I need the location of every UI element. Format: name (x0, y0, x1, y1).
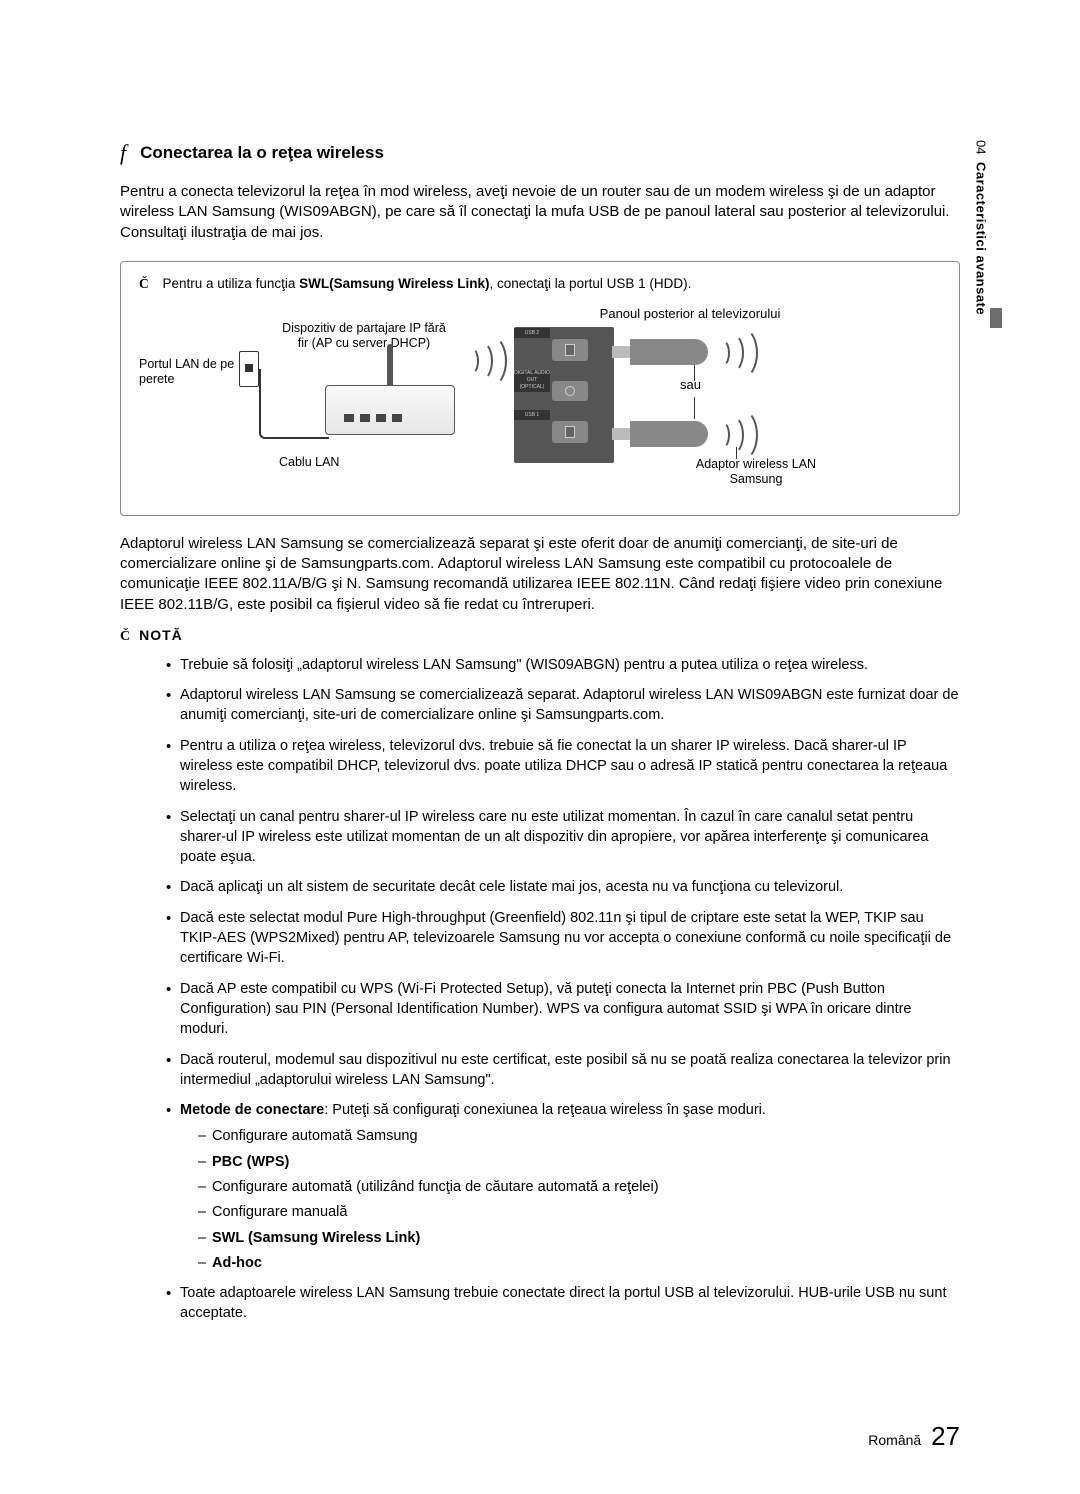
or-label: sau (680, 377, 701, 392)
optical-port-icon: DIGITAL AUDIO OUT (OPTICAL) (552, 381, 588, 401)
lan-cable-icon (259, 369, 329, 439)
footer-language: Română (868, 1432, 921, 1448)
ip-share-label: Dispozitiv de partajare IP fără fir (AP … (279, 321, 449, 351)
note-icon: Č (139, 276, 149, 291)
lan-cable-label: Cablu LAN (279, 455, 339, 469)
usb2-port-label: USB 2 (514, 328, 550, 338)
diagram-row: Portul LAN de pe perete Dispozitiv de pa… (139, 325, 941, 495)
sub-item-text: Configurare manuală (212, 1204, 347, 1220)
sub-item-text: Configurare automată Samsung (212, 1128, 418, 1144)
nota-label: NOTĂ (139, 627, 183, 643)
usb1-port-label: USB 1 (514, 410, 550, 420)
hand-icon: f (120, 140, 126, 166)
list-item: Pentru a utiliza o reţea wireless, telev… (166, 736, 960, 797)
tv-back-panel-icon: USB 2 DIGITAL AUDIO OUT (OPTICAL) USB 1 (514, 327, 614, 463)
swl-note: Č Pentru a utiliza funcţia SWL(Samsung W… (139, 276, 941, 292)
section-title-text: Conectarea la o reţea wireless (140, 143, 384, 162)
chapter-number: 04 (974, 140, 989, 154)
manual-page: 04 Caracteristici avansate f Conectarea l… (0, 0, 1080, 1494)
list-item: Toate adaptoarele wireless LAN Samsung t… (166, 1283, 960, 1324)
list-item: Trebuie să folosiţi „adaptorul wireless … (166, 655, 960, 675)
sub-item-text: Ad-hoc (212, 1255, 262, 1271)
swl-note-prefix: Pentru a utiliza funcţia (163, 276, 300, 291)
wifi-dongle-icon (630, 421, 708, 447)
list-item: Dacă este selectat modul Pure High-throu… (166, 908, 960, 969)
diagram-left: Portul LAN de pe perete Dispozitiv de pa… (139, 325, 484, 485)
note-icon: Č (120, 629, 131, 644)
list-item: Dacă aplicaţi un alt sistem de securitat… (166, 877, 960, 897)
list-item: Dacă routerul, modemul sau dispozitivul … (166, 1050, 960, 1091)
section-title: f Conectarea la o reţea wireless (120, 140, 960, 166)
methods-intro-rest: : Puteţi să configuraţi conexiunea la re… (324, 1102, 766, 1118)
sub-item: Configurare manuală (198, 1202, 960, 1222)
optical-port-label: DIGITAL AUDIO OUT (OPTICAL) (514, 370, 550, 392)
list-item: Dacă AP este compatibil cu WPS (Wi-Fi Pr… (166, 979, 960, 1040)
wifi-dongle-icon (630, 339, 708, 365)
sub-item: Configurare automată (utilizând funcţia … (198, 1177, 960, 1197)
usb2-port-icon: USB 2 (552, 339, 588, 361)
wireless-router-icon (325, 385, 455, 435)
intro-paragraph: Pentru a conecta televizorul la reţea în… (120, 182, 960, 243)
methods-intro-bold: Metode de conectare (180, 1102, 324, 1118)
swl-note-suffix: , conectaţi la portul USB 1 (HDD). (490, 276, 692, 291)
adapter-paragraph: Adaptorul wireless LAN Samsung se comerc… (120, 534, 960, 615)
sub-item: Configurare automată Samsung (198, 1126, 960, 1146)
methods-sublist: Configurare automată Samsung PBC (WPS) C… (180, 1126, 960, 1273)
list-item: Selectaţi un canal pentru sharer-ul IP w… (166, 807, 960, 868)
page-number: 27 (931, 1421, 960, 1451)
list-item: Adaptorul wireless LAN Samsung se comerc… (166, 685, 960, 726)
adapter-label: Adaptor wireless LAN Samsung (686, 457, 826, 488)
nota-bullet-list: Trebuie să folosiţi „adaptorul wireless … (120, 655, 960, 1324)
wall-lan-jack-icon (239, 351, 259, 387)
sub-item-text: PBC (WPS) (212, 1154, 289, 1170)
wall-port-label: Portul LAN de pe perete (139, 357, 239, 387)
sub-item: PBC (WPS) (198, 1152, 960, 1172)
chapter-side-tab: 04 Caracteristici avansate (970, 140, 992, 316)
page-footer: Română 27 (868, 1421, 960, 1452)
sub-item: Ad-hoc (198, 1253, 960, 1273)
tv-back-label: Panoul posterior al televizorului (439, 306, 941, 321)
usb1-port-icon: USB 1 (552, 421, 588, 443)
chapter-title: Caracteristici avansate (974, 162, 989, 315)
diagram-connector-line (694, 397, 695, 419)
side-tab-marker (990, 308, 1002, 328)
list-item-methods: Metode de conectare: Puteţi să configura… (166, 1100, 960, 1273)
sub-item-text: SWL (Samsung Wireless Link) (212, 1230, 420, 1246)
nota-heading: Č NOTĂ (120, 627, 960, 645)
sub-item-text: Configurare automată (utilizând funcţia … (212, 1179, 659, 1195)
connection-diagram: Č Pentru a utiliza funcţia SWL(Samsung W… (120, 261, 960, 516)
diagram-right: USB 2 DIGITAL AUDIO OUT (OPTICAL) USB 1 (502, 325, 941, 495)
swl-note-bold: SWL(Samsung Wireless Link) (299, 276, 489, 291)
sub-item: SWL (Samsung Wireless Link) (198, 1228, 960, 1248)
